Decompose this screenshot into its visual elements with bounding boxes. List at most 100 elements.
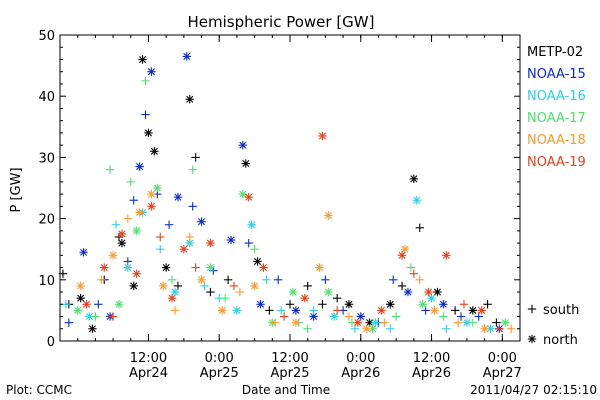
data-point-south [439, 312, 448, 321]
legend-entry: NOAA-19 [527, 155, 586, 170]
data-point-south [170, 306, 180, 315]
x-tick-sublabel: Apr26 [412, 366, 451, 381]
data-point-south [406, 263, 416, 272]
y-tick-label: 50 [38, 29, 55, 44]
marker-legend-label: north [543, 333, 578, 348]
data-point-north [182, 52, 191, 61]
y-tick-label: 10 [38, 274, 55, 289]
data-point-north [159, 281, 168, 291]
data-point-south [389, 275, 398, 284]
data-point-north [462, 318, 472, 327]
data-point-north [179, 245, 189, 254]
data-point-north [135, 208, 144, 217]
y-tick-label: 0 [47, 335, 55, 350]
data-point-south [506, 324, 516, 333]
data-point-north [430, 306, 439, 315]
data-point-south [274, 275, 283, 284]
series-noaa-19 [82, 131, 504, 333]
data-point-north [132, 269, 141, 278]
data-point-south [250, 245, 259, 254]
data-point-south [279, 312, 289, 321]
data-point-north [73, 306, 82, 315]
data-point-north [138, 55, 147, 64]
data-point-north [147, 202, 156, 211]
data-point-south [108, 312, 118, 321]
legend-entry: NOAA-17 [527, 111, 586, 126]
marker-legend-north: north [527, 333, 578, 348]
x-tick-sublabel: Apr25 [270, 366, 309, 381]
series-noaa-17 [73, 76, 510, 333]
data-point-north [144, 128, 153, 138]
data-point-south [453, 318, 463, 327]
data-point-north [344, 300, 354, 309]
data-point-south [164, 220, 174, 229]
data-point-north [76, 293, 85, 303]
data-point-south [332, 293, 342, 303]
data-point-south [126, 177, 135, 187]
data-point-south [309, 306, 318, 315]
legend-entry: NOAA-18 [527, 133, 586, 148]
data-point-north [76, 281, 85, 291]
data-point-north [318, 131, 327, 141]
data-point-north [206, 238, 215, 248]
data-point-south [409, 269, 419, 278]
data-point-south [468, 318, 478, 327]
series-noaa-16 [61, 196, 495, 333]
data-point-south [391, 312, 401, 321]
data-point-north [129, 281, 138, 291]
data-point-north [147, 189, 156, 199]
data-point-north [424, 287, 433, 297]
data-point-north [324, 287, 333, 297]
data-point-north [150, 147, 159, 156]
data-point-south [167, 275, 177, 284]
legend-entry: NOAA-16 [527, 89, 586, 104]
data-point-north [238, 140, 248, 150]
data-point-north [356, 312, 365, 321]
data-point-south [285, 300, 295, 309]
data-point-north [256, 300, 265, 309]
data-point-south [321, 275, 330, 284]
data-point-north [291, 318, 301, 327]
data-point-north [501, 318, 510, 327]
data-point-north [439, 300, 448, 309]
data-point-north [362, 324, 371, 333]
data-point-north [418, 300, 427, 309]
data-point-north [353, 318, 363, 327]
x-tick-sublabel: Apr24 [129, 366, 168, 381]
data-point-south [262, 275, 271, 284]
data-point-north [173, 192, 183, 202]
data-point-south [303, 324, 312, 333]
data-point-north [477, 306, 486, 315]
x-tick-sublabel: Apr25 [200, 366, 239, 381]
data-point-south [58, 269, 68, 278]
data-point-south [332, 306, 342, 315]
data-point-north [442, 251, 451, 260]
data-point-north [288, 287, 298, 297]
x-tick-sublabel: Apr26 [341, 366, 380, 381]
y-tick-label: 30 [38, 151, 55, 166]
data-point-north [147, 67, 156, 76]
data-point-south [206, 287, 215, 297]
data-point-north [232, 306, 242, 315]
data-point-south [156, 232, 165, 242]
x-tick-label: 0:00 [488, 351, 517, 366]
data-point-north [226, 235, 236, 245]
data-point-north [241, 159, 250, 168]
data-point-north [153, 183, 162, 193]
data-point-south [397, 281, 407, 291]
marker-legend: south north [527, 303, 579, 348]
data-point-south [442, 324, 451, 333]
data-point-south [94, 300, 103, 309]
y-axis-label: P [GW] [9, 167, 24, 212]
data-point-south [105, 165, 115, 174]
series-metp-02 [58, 55, 501, 333]
data-point-south [64, 318, 74, 327]
data-point-north [386, 300, 395, 309]
x-tick-label: 12:00 [130, 351, 167, 366]
data-point-north [300, 293, 309, 303]
y-tick-label: 40 [38, 90, 55, 105]
data-point-south [318, 300, 327, 309]
data-point-south [265, 306, 274, 315]
data-point-south [123, 214, 133, 223]
data-point-south [191, 153, 200, 162]
